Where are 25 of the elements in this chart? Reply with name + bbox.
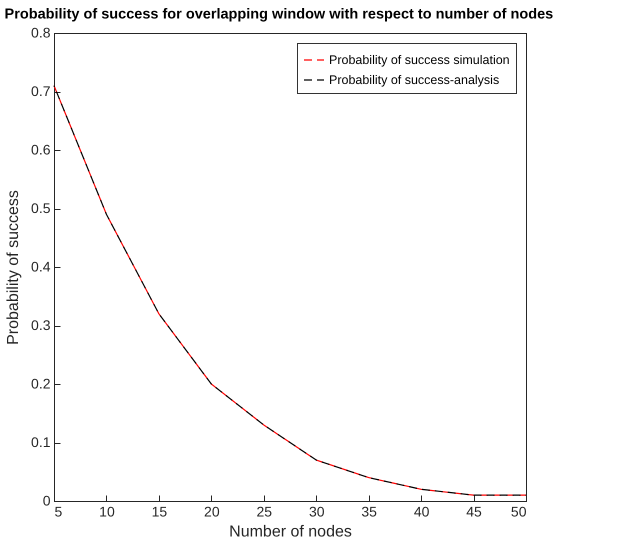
x-tick-label: 15 xyxy=(152,504,168,520)
y-tick-label: 0.4 xyxy=(31,258,51,274)
x-tick-label: 5 xyxy=(54,504,62,520)
y-tick-label: 0.8 xyxy=(31,24,51,40)
y-tick-label: 0.1 xyxy=(31,434,51,450)
y-tick-label: 0.7 xyxy=(31,83,51,99)
y-tick-label: 0.5 xyxy=(31,200,51,216)
x-tick-label: 20 xyxy=(204,504,220,520)
x-tick-label: 50 xyxy=(510,504,527,520)
x-tick-label: 35 xyxy=(361,504,378,520)
legend-label: Probability of success simulation xyxy=(329,53,510,67)
line-series xyxy=(53,85,527,496)
y-tick-label: 0.3 xyxy=(31,317,51,333)
y-tick-label: 0.6 xyxy=(31,142,51,158)
legend-label: Probability of success-analysis xyxy=(329,73,500,87)
x-tick-label: 45 xyxy=(466,504,482,520)
y-tick-label: 0.2 xyxy=(31,376,51,392)
x-tick-label: 10 xyxy=(99,504,115,520)
x-axis-title: Number of nodes xyxy=(229,524,352,540)
x-tick-label: 30 xyxy=(308,504,325,520)
x-tick-label: 40 xyxy=(414,504,430,520)
x-tick-label: 25 xyxy=(256,504,272,520)
chart-title: Probability of success for overlapping window with respect to number of nodes xyxy=(4,6,554,22)
y-tick-label: 0 xyxy=(42,492,51,508)
y-axis-title: Probability of success xyxy=(5,190,22,345)
